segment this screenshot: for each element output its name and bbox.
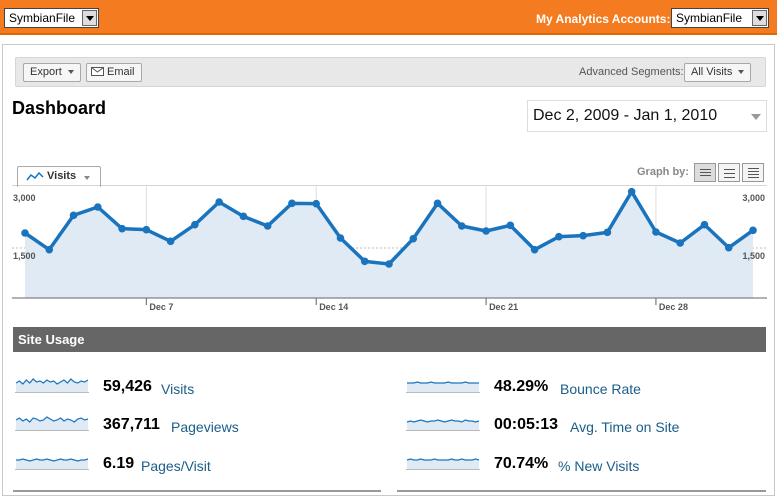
x-tick-label: Dec 21: [489, 302, 518, 312]
data-point: [627, 187, 636, 196]
x-tick-label: Dec 7: [149, 302, 173, 312]
chevron-down-icon: [751, 114, 761, 120]
visits-chart: 3,000 1,500 3,000 1,500 Dec 7 Dec 14 Dec 21 Dec…: [12, 185, 767, 312]
accounts-select-value: SymbianFile: [676, 11, 743, 25]
data-point: [94, 203, 102, 211]
dashboard-panel: Export Email Advanced Segments: All Visi…: [2, 44, 775, 496]
data-point: [530, 245, 539, 254]
data-point: [579, 231, 587, 240]
date-range-picker[interactable]: Dec 2, 2009 - Jan 1, 2010: [527, 100, 767, 132]
email-label: Email: [107, 66, 135, 78]
divider: [13, 490, 381, 492]
export-button[interactable]: Export: [23, 63, 81, 82]
data-point: [433, 199, 442, 208]
data-point: [555, 232, 563, 241]
chevron-down-icon: [82, 10, 97, 26]
chevron-down-icon: [84, 176, 90, 180]
sparkline-icon: [15, 458, 89, 470]
data-point: [45, 245, 54, 254]
data-point: [239, 212, 248, 221]
y-tick-label-left: 1,500: [13, 251, 36, 261]
data-point: [700, 220, 709, 229]
data-point: [191, 220, 199, 229]
email-button[interactable]: Email: [86, 63, 142, 82]
export-label: Export: [30, 66, 62, 78]
x-tick-label: Dec 14: [319, 302, 348, 312]
data-point: [409, 234, 418, 243]
sparkline-icon: [15, 378, 89, 393]
segments-select[interactable]: All Visits: [684, 63, 752, 82]
stat-value: 00:05:13: [494, 416, 559, 433]
sparkline-icon: [406, 381, 480, 393]
chevron-down-icon: [67, 70, 74, 75]
data-point: [724, 243, 733, 252]
stat-link[interactable]: Avg. Time on Site: [570, 419, 680, 435]
data-point: [506, 221, 515, 230]
stat-value: 367,711: [103, 416, 160, 433]
data-point: [482, 227, 490, 235]
profile-select[interactable]: SymbianFile: [4, 8, 99, 28]
stat-value: 6.19: [103, 455, 135, 472]
sparkline-icon: [15, 416, 89, 431]
data-point: [458, 222, 466, 230]
y-tick-label-left: 3,000: [13, 193, 36, 203]
data-point: [603, 228, 612, 237]
metric-select-tab[interactable]: Visits: [17, 166, 101, 187]
data-point: [652, 228, 660, 236]
date-range-text: Dec 2, 2009 - Jan 1, 2010: [533, 107, 718, 124]
chevron-down-icon: [738, 70, 745, 75]
stat-link[interactable]: Pageviews: [171, 419, 239, 435]
graph-by-day-button[interactable]: [694, 163, 716, 182]
site-usage-header: Site Usage: [13, 327, 766, 352]
profile-select-value: SymbianFile: [9, 11, 76, 25]
data-point: [21, 229, 29, 237]
page-title: Dashboard: [12, 98, 107, 118]
envelope-icon: [91, 67, 104, 76]
stat-link[interactable]: Pages/Visit: [141, 458, 211, 474]
stat-value: 48.29%: [494, 378, 549, 395]
chevron-down-icon: [752, 10, 767, 26]
x-tick-label: Dec 28: [659, 302, 688, 312]
stat-link[interactable]: % New Visits: [558, 458, 640, 474]
data-point: [263, 222, 272, 230]
data-point: [676, 239, 684, 247]
data-point: [288, 199, 296, 208]
segments-select-value: All Visits: [691, 66, 733, 78]
stat-link[interactable]: Bounce Rate: [560, 381, 641, 397]
divider: [397, 490, 766, 492]
data-point: [118, 224, 126, 233]
data-point: [360, 257, 369, 266]
toolbar: Export Email Advanced Segments: All Visi…: [15, 57, 766, 87]
graph-by-month-button[interactable]: [742, 163, 764, 182]
top-bar: SymbianFile My Analytics Accounts: Symbi…: [0, 0, 777, 35]
data-point: [69, 211, 78, 220]
data-point: [215, 198, 223, 206]
line-chart-icon: [26, 172, 44, 181]
stat-value: 59,426: [103, 378, 152, 395]
metric-tab-label: Visits: [47, 170, 77, 182]
y-tick-label-right: 1,500: [742, 251, 765, 261]
data-point: [385, 260, 393, 268]
visits-area: [25, 191, 753, 298]
data-point: [142, 225, 151, 234]
data-point: [749, 226, 757, 235]
graph-by-label: Graph by:: [637, 166, 689, 178]
data-point: [312, 199, 321, 208]
accounts-label: My Analytics Accounts:: [536, 12, 671, 26]
y-tick-label-right: 3,000: [742, 193, 765, 203]
accounts-select[interactable]: SymbianFile: [671, 8, 769, 28]
data-point: [166, 237, 175, 246]
graph-by-week-button[interactable]: [718, 163, 740, 182]
data-point: [336, 234, 345, 242]
stat-link[interactable]: Visits: [161, 381, 195, 397]
sparkline-icon: [406, 458, 480, 470]
sparkline-icon: [406, 419, 480, 431]
segments-label: Advanced Segments:: [579, 66, 684, 78]
stat-value: 70.74%: [494, 455, 549, 472]
